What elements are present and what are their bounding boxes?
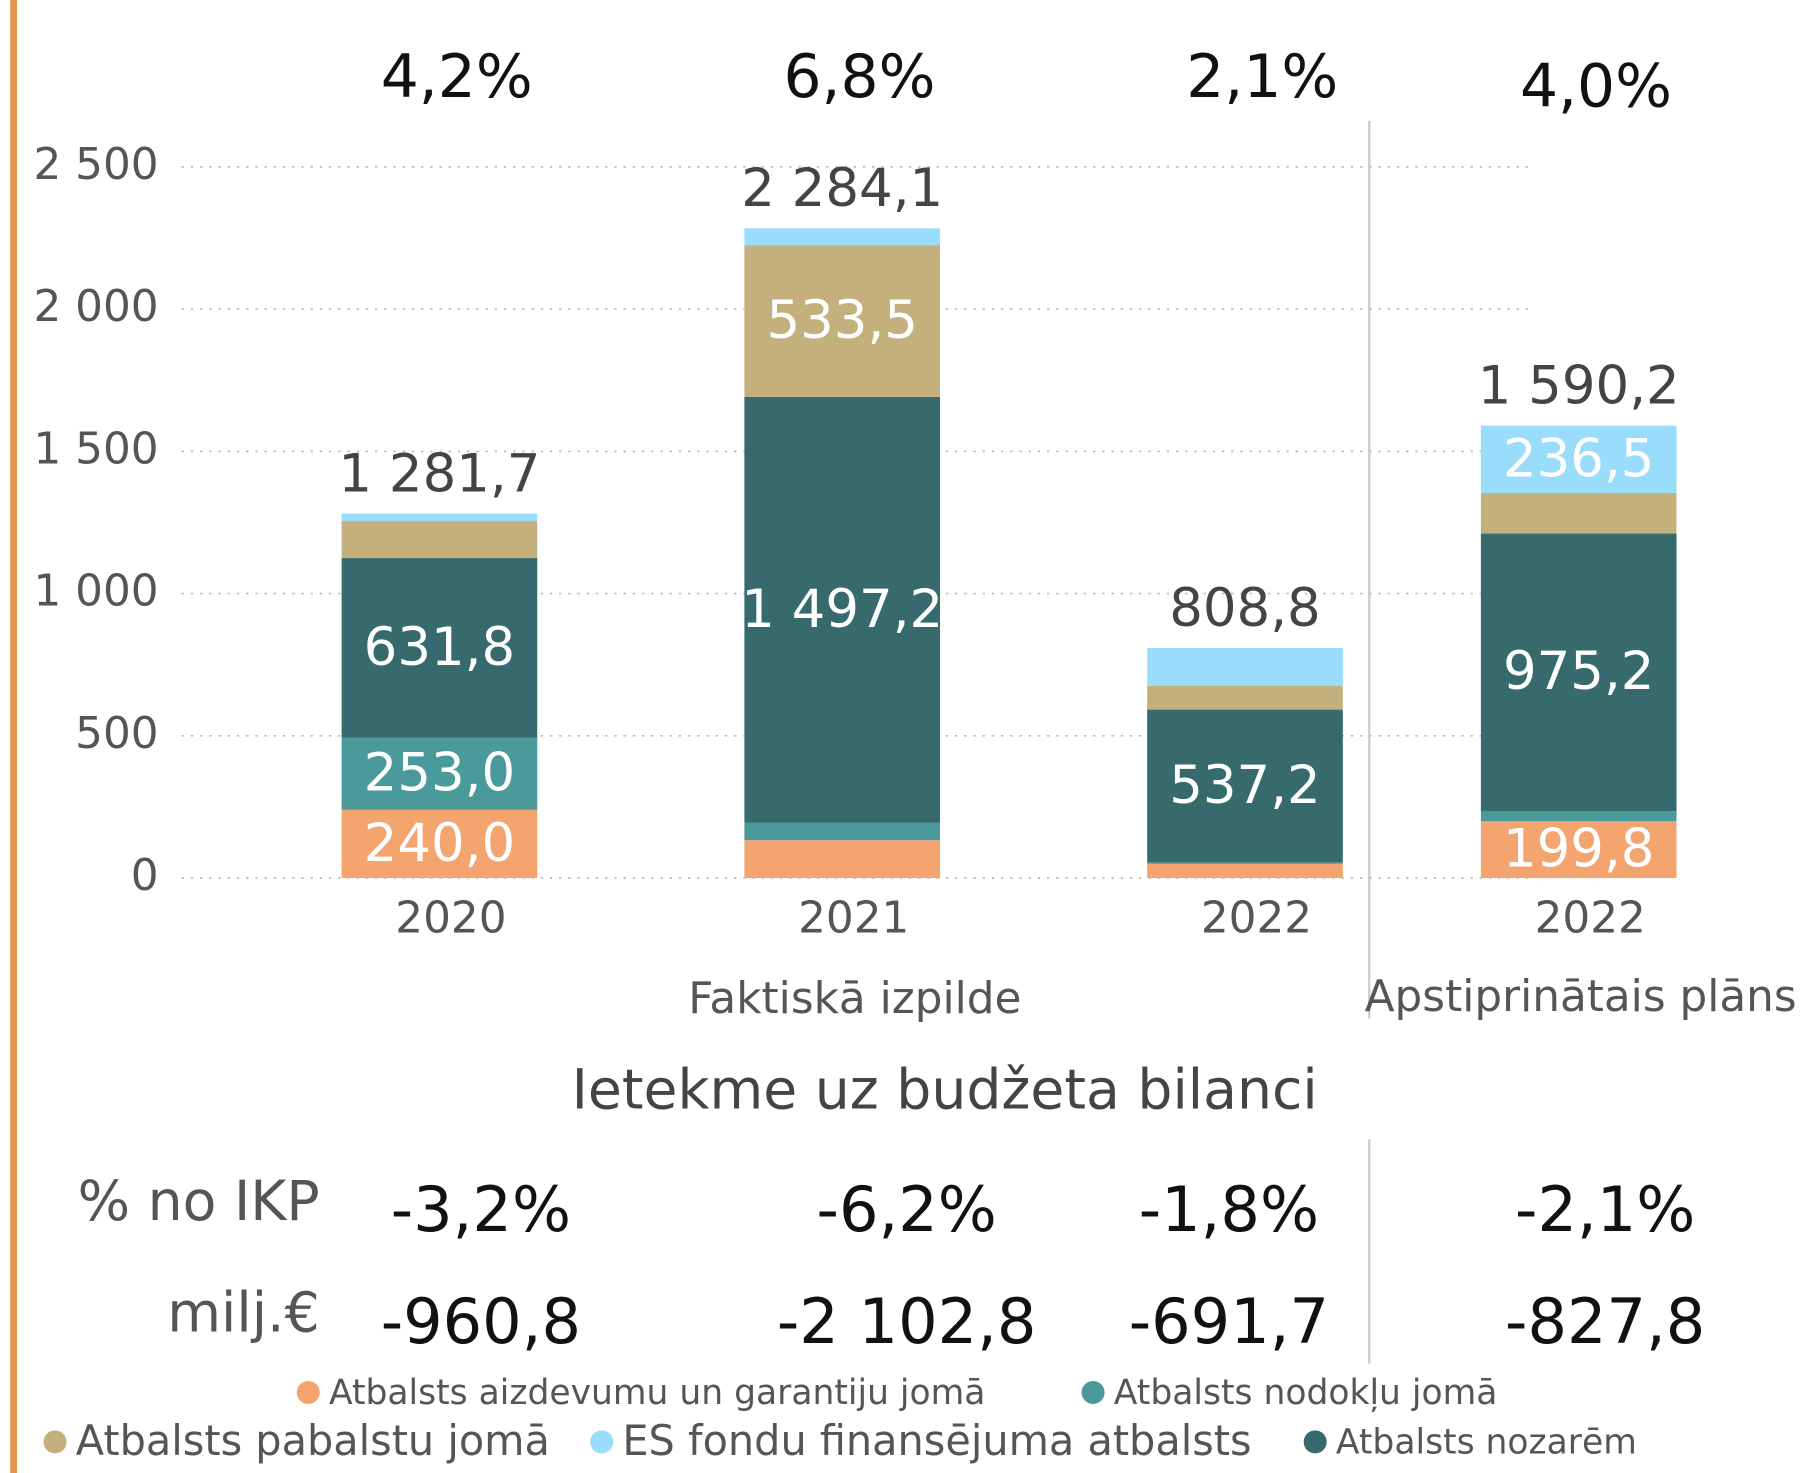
legend-marker bbox=[43, 1430, 67, 1454]
balance-value: -2 102,8 bbox=[777, 1285, 1037, 1358]
y-tick-label: 1 000 bbox=[33, 566, 158, 617]
value-label: 533,5 bbox=[766, 290, 918, 351]
bar-segment bbox=[1147, 863, 1343, 879]
top-label: 4,2% bbox=[381, 42, 533, 112]
row-label: milj.€ bbox=[167, 1282, 320, 1346]
balance-value: -960,8 bbox=[381, 1285, 581, 1358]
balance-value: -2,1% bbox=[1515, 1173, 1695, 1246]
y-tick-label: 500 bbox=[75, 708, 158, 759]
balance-value: -691,7 bbox=[1129, 1285, 1329, 1358]
y-tick-label: 1 500 bbox=[33, 423, 158, 474]
x-tick-label: 2022 bbox=[1535, 893, 1646, 944]
legend-label: Atbalsts pabalstu jomā bbox=[76, 1417, 550, 1465]
balance-value: -827,8 bbox=[1505, 1285, 1705, 1358]
legend-marker bbox=[1081, 1380, 1105, 1404]
top-label: 6,8% bbox=[783, 42, 935, 112]
legend-marker bbox=[1303, 1430, 1327, 1454]
bar-segment bbox=[341, 513, 538, 522]
value-label: 199,8 bbox=[1503, 819, 1655, 880]
y-tick-label: 0 bbox=[131, 850, 159, 901]
x-tick-label: 2022 bbox=[1201, 893, 1312, 944]
value-label: 236,5 bbox=[1503, 428, 1655, 489]
bar-segment bbox=[341, 809, 538, 879]
value-label: 253,0 bbox=[364, 743, 516, 804]
balance-title: Ietekme uz budžeta bilanci bbox=[572, 1058, 1318, 1122]
bar-segment bbox=[744, 822, 941, 841]
bar-segment bbox=[1480, 492, 1677, 534]
legend-label: ES fondu finansējuma atbalsts bbox=[622, 1417, 1251, 1465]
bar-segment bbox=[1480, 810, 1677, 822]
x-tick-label: 2020 bbox=[395, 893, 506, 944]
bar-segment bbox=[1147, 709, 1343, 863]
bar-segment bbox=[744, 840, 941, 879]
legend-label: Atbalsts nozarēm bbox=[1336, 1423, 1637, 1463]
legend-label: Atbalsts nodokļu jomā bbox=[1114, 1373, 1498, 1413]
row-label: % no IKP bbox=[78, 1170, 320, 1234]
top-label: 2,1% bbox=[1186, 42, 1338, 112]
value-label: 537,2 bbox=[1169, 755, 1321, 816]
bar-segment bbox=[1147, 862, 1343, 864]
balance-value: -3,2% bbox=[391, 1173, 571, 1246]
x-tick-label: 2021 bbox=[798, 893, 909, 944]
total-label: 1 281,7 bbox=[338, 443, 540, 504]
bar-segment bbox=[1480, 821, 1677, 879]
bar-segment bbox=[744, 396, 941, 823]
value-label: 631,8 bbox=[364, 617, 516, 678]
left-border bbox=[10, 0, 18, 1473]
bar-segment bbox=[1147, 647, 1343, 686]
bar-segment bbox=[1480, 425, 1677, 493]
bar-segment bbox=[1147, 685, 1343, 710]
balance-value: -6,2% bbox=[817, 1173, 997, 1246]
legend-marker bbox=[590, 1430, 614, 1454]
group-label: Apstiprinātais plāns bbox=[1365, 971, 1797, 1022]
total-label: 808,8 bbox=[1169, 578, 1321, 639]
bar-segment bbox=[341, 521, 538, 559]
bar-segment bbox=[1480, 533, 1677, 811]
bar-segment bbox=[341, 558, 538, 738]
value-label: 975,2 bbox=[1503, 641, 1655, 702]
bar-segment bbox=[744, 228, 941, 246]
legend-marker bbox=[296, 1380, 320, 1404]
group-label: Faktiskā izpilde bbox=[688, 973, 1021, 1024]
y-tick-label: 2 500 bbox=[33, 139, 158, 190]
total-label: 1 590,2 bbox=[1478, 355, 1680, 416]
total-label: 2 284,1 bbox=[741, 158, 943, 219]
bar-segment bbox=[341, 737, 538, 810]
legend-label: Atbalsts aizdevumu un garantiju jomā bbox=[329, 1373, 985, 1413]
top-label: 4,0% bbox=[1520, 51, 1672, 121]
balance-value: -1,8% bbox=[1139, 1173, 1319, 1246]
value-label: 240,0 bbox=[364, 813, 516, 874]
value-label: 1 497,2 bbox=[741, 579, 943, 640]
y-tick-label: 2 000 bbox=[33, 281, 158, 332]
bar-segment bbox=[744, 245, 941, 397]
